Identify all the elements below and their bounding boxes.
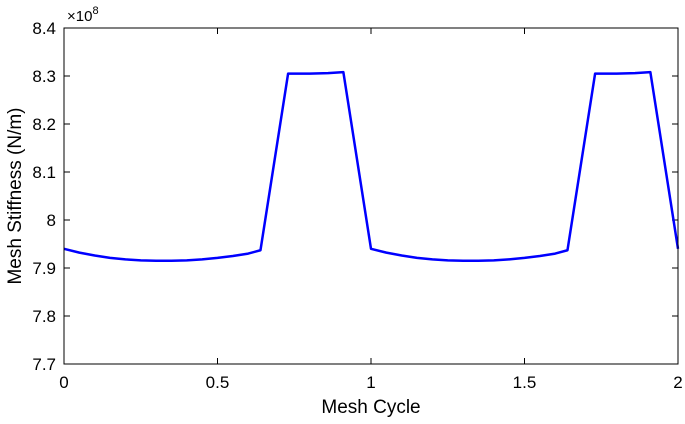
x-tick-label: 2 xyxy=(673,373,682,392)
y-scale-exponent: 8 xyxy=(92,5,98,17)
x-tick-label: 1.5 xyxy=(513,373,537,392)
x-tick-labels: 0 0.5 1 1.5 2 xyxy=(59,373,682,392)
y-scale-base: ×10 xyxy=(67,8,92,25)
y-tick-label: 8.4 xyxy=(32,19,56,38)
y-tick-label: 8.2 xyxy=(32,115,56,134)
y-tick-labels: 7.7 7.8 7.9 8 8.1 8.2 8.3 8.4 xyxy=(32,19,56,374)
x-tick-label: 1 xyxy=(366,373,375,392)
y-tick-label: 8.1 xyxy=(32,163,56,182)
y-tick-label: 7.9 xyxy=(32,259,56,278)
y-scale-label: ×108 xyxy=(67,5,99,25)
y-tick-label: 8.3 xyxy=(32,67,56,86)
x-tick-label: 0 xyxy=(59,373,68,392)
plot-frame xyxy=(63,27,679,365)
x-axis-label: Mesh Cycle xyxy=(321,397,420,418)
y-tick-label: 7.7 xyxy=(32,355,56,374)
series-line-0 xyxy=(63,70,680,263)
y-tick-label: 8 xyxy=(47,211,56,230)
series-layer xyxy=(63,70,680,263)
plot-area xyxy=(64,28,678,364)
y-tick-label: 7.8 xyxy=(32,307,56,326)
x-tick-label: 0.5 xyxy=(206,373,230,392)
y-axis-label: Mesh Stiffness (N/m) xyxy=(5,107,26,284)
